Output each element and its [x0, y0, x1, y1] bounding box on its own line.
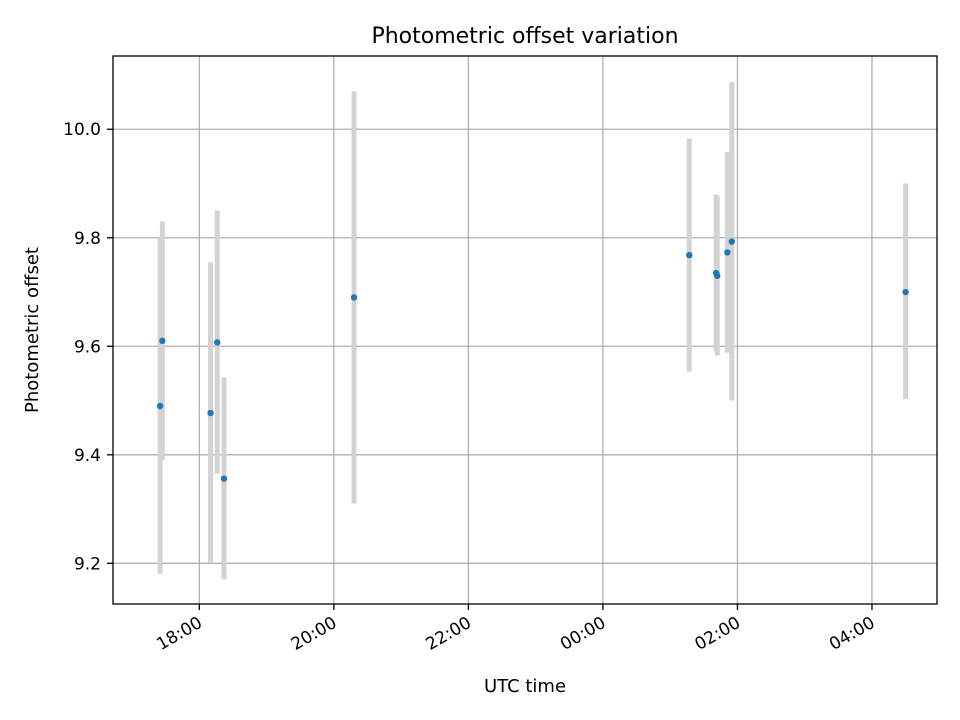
data-point [728, 238, 736, 245]
y-tick-label: 10.0 [63, 120, 101, 140]
x-tick-label: 22:00 [422, 613, 474, 655]
plot-frame [112, 55, 938, 605]
data-point [686, 251, 693, 259]
y-axis-label: Photometric offset [22, 247, 43, 413]
x-tick-label: 20:00 [288, 613, 340, 655]
y-tick-label: 9.6 [74, 337, 101, 357]
y-tick-label: 9.4 [74, 446, 101, 466]
data-point [159, 337, 166, 345]
chart-title: Photometric offset variation [371, 24, 678, 49]
error-bars [157, 82, 909, 580]
data-points [156, 238, 909, 482]
x-axis-label: UTC time [484, 676, 566, 697]
data-point [724, 249, 731, 256]
data-point [714, 272, 721, 279]
data-point [220, 475, 228, 482]
x-tick-label: 18:00 [153, 613, 205, 655]
x-tick-label: 00:00 [557, 613, 609, 655]
y-tick-label: 9.2 [74, 554, 101, 574]
x-tick-label: 04:00 [826, 613, 878, 655]
x-tick-label: 02:00 [692, 613, 744, 655]
grid-lines [113, 56, 937, 604]
data-point [156, 402, 164, 410]
x-axis-ticks: 18:00 20:00 22:00 00:00 02:00 04:00 [153, 604, 878, 655]
data-point [207, 409, 214, 417]
data-point [214, 339, 221, 346]
y-tick-label: 9.8 [74, 229, 101, 249]
data-point [350, 294, 358, 301]
data-point [902, 288, 909, 296]
y-axis-ticks: 9.2 9.4 9.6 9.8 10.0 [63, 120, 113, 574]
